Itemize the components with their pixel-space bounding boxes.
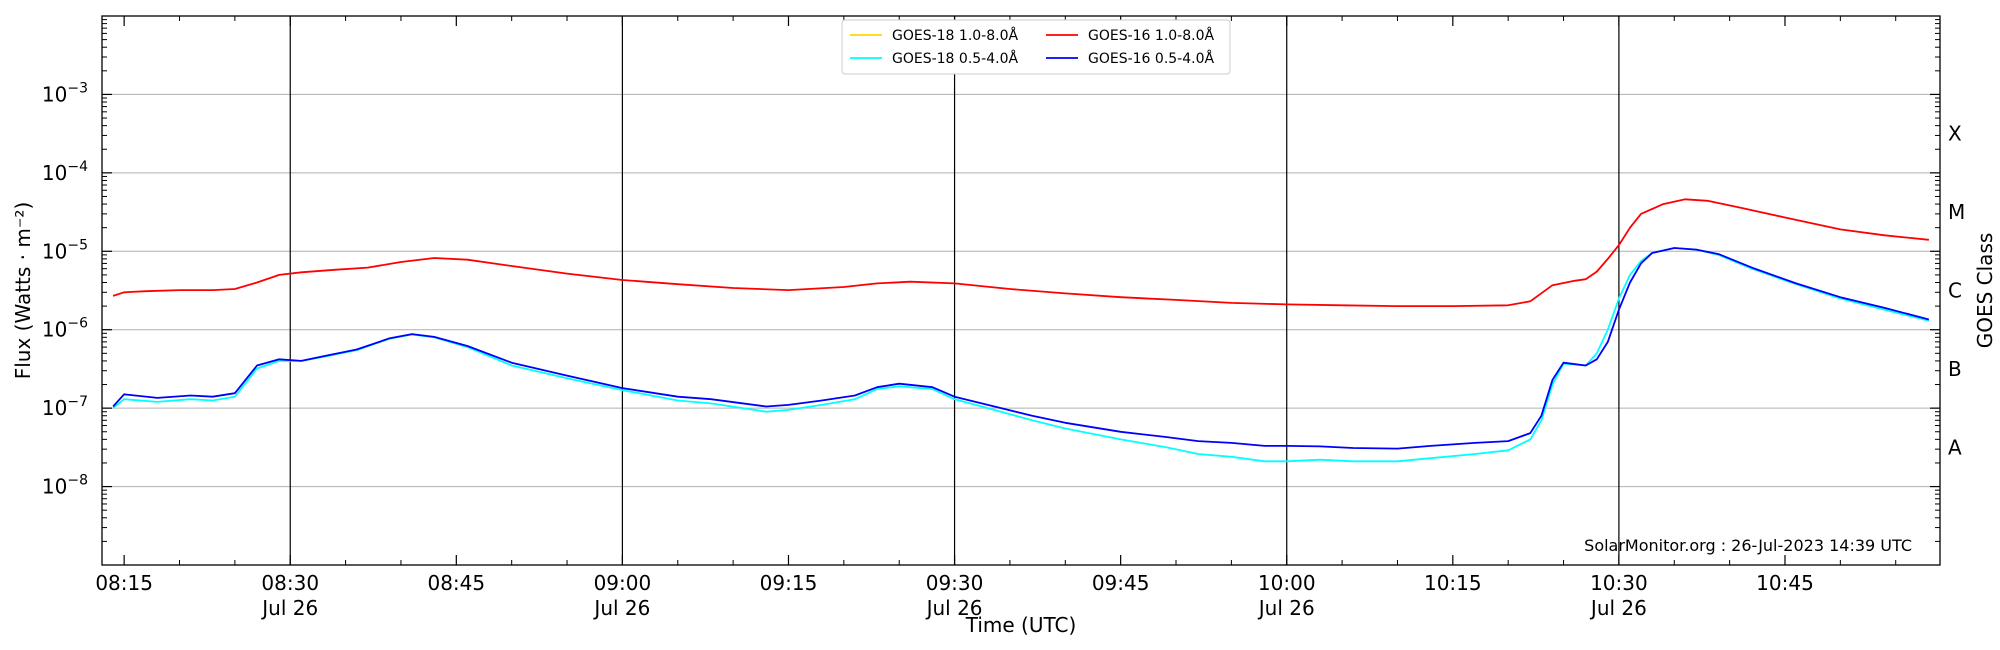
y-tick-label: 10−6 <box>42 316 88 342</box>
vertical-line-layer <box>289 16 1620 565</box>
source-annotation: SolarMonitor.org : 26-Jul-2023 14:39 UTC <box>1584 536 1912 555</box>
x-tick-label: 10:45 <box>1756 571 1814 595</box>
goes-class-label: C <box>1948 279 1962 303</box>
x-tick-date-label: Jul 26 <box>592 596 650 620</box>
x-tick-label: 10:30 <box>1590 571 1648 595</box>
y-axis-label: Flux (Watts · m⁻²) <box>11 202 35 380</box>
x-tick-label: 10:00 <box>1258 571 1316 595</box>
y-tick-label: 10−8 <box>42 473 88 499</box>
y-tick-label-exponent: −6 <box>67 316 88 332</box>
y-tick-label-base: 10 <box>42 82 67 106</box>
series-line-goes-16-0-5-4-0 <box>112 247 1930 450</box>
legend: GOES-18 1.0-8.0Å GOES-18 0.5-4.0Å GOES-16 … <box>841 19 1231 75</box>
x-tick-label: 09:15 <box>760 571 818 595</box>
legend-label: GOES-16 1.0-8.0Å <box>1088 27 1214 44</box>
x-tick-label: 08:15 <box>95 571 153 595</box>
y-tick-label-base: 10 <box>42 239 67 263</box>
y-tick-label: 10−3 <box>42 80 88 106</box>
x-tick-date-label: Jul 26 <box>1589 596 1647 620</box>
x-axis-label: Time (UTC) <box>965 613 1077 637</box>
x-tick-date-label: Jul 26 <box>260 596 318 620</box>
goes-class-label: X <box>1948 122 1962 146</box>
y-tick-label-base: 10 <box>42 396 67 420</box>
x-tick-label: 09:00 <box>594 571 652 595</box>
goes-class-label: M <box>1948 200 1965 224</box>
goes-class-label: A <box>1948 435 1962 459</box>
x-tick-label: 08:30 <box>261 571 319 595</box>
grid-layer <box>102 93 1940 488</box>
legend-label: GOES-18 0.5-4.0Å <box>892 50 1018 67</box>
y-tick-label-exponent: −8 <box>67 473 88 489</box>
y-tick-label-base: 10 <box>42 475 67 499</box>
goes-class-axis-label: GOES Class <box>1973 233 1997 349</box>
x-tick-label: 09:30 <box>926 571 984 595</box>
series-layer <box>112 198 1930 463</box>
y-tick-label: 10−4 <box>42 159 88 185</box>
x-tick-label: 08:45 <box>427 571 485 595</box>
goes-class-label: B <box>1948 357 1962 381</box>
y-tick-label: 10−5 <box>42 237 88 263</box>
x-tick-label: 10:15 <box>1424 571 1482 595</box>
y-tick-label-exponent: −5 <box>67 237 88 253</box>
y-tick-label: 10−7 <box>42 394 88 420</box>
legend-label: GOES-18 1.0-8.0Å <box>892 27 1018 44</box>
y-tick-label-exponent: −7 <box>67 394 88 410</box>
legend-box <box>841 19 1231 75</box>
legend-label: GOES-16 0.5-4.0Å <box>1088 50 1214 67</box>
x-tick-label: 09:45 <box>1092 571 1150 595</box>
x-tick-date-label: Jul 26 <box>925 596 983 620</box>
x-tick-date-label: Jul 26 <box>1257 596 1315 620</box>
y-tick-label-base: 10 <box>42 161 67 185</box>
y-tick-label-exponent: −4 <box>67 159 88 175</box>
y-tick-label-exponent: −3 <box>67 80 88 96</box>
series-line-goes-16-1-0-8-0 <box>112 198 1929 307</box>
y-tick-label-base: 10 <box>42 318 67 342</box>
plot-frame <box>101 15 1941 566</box>
